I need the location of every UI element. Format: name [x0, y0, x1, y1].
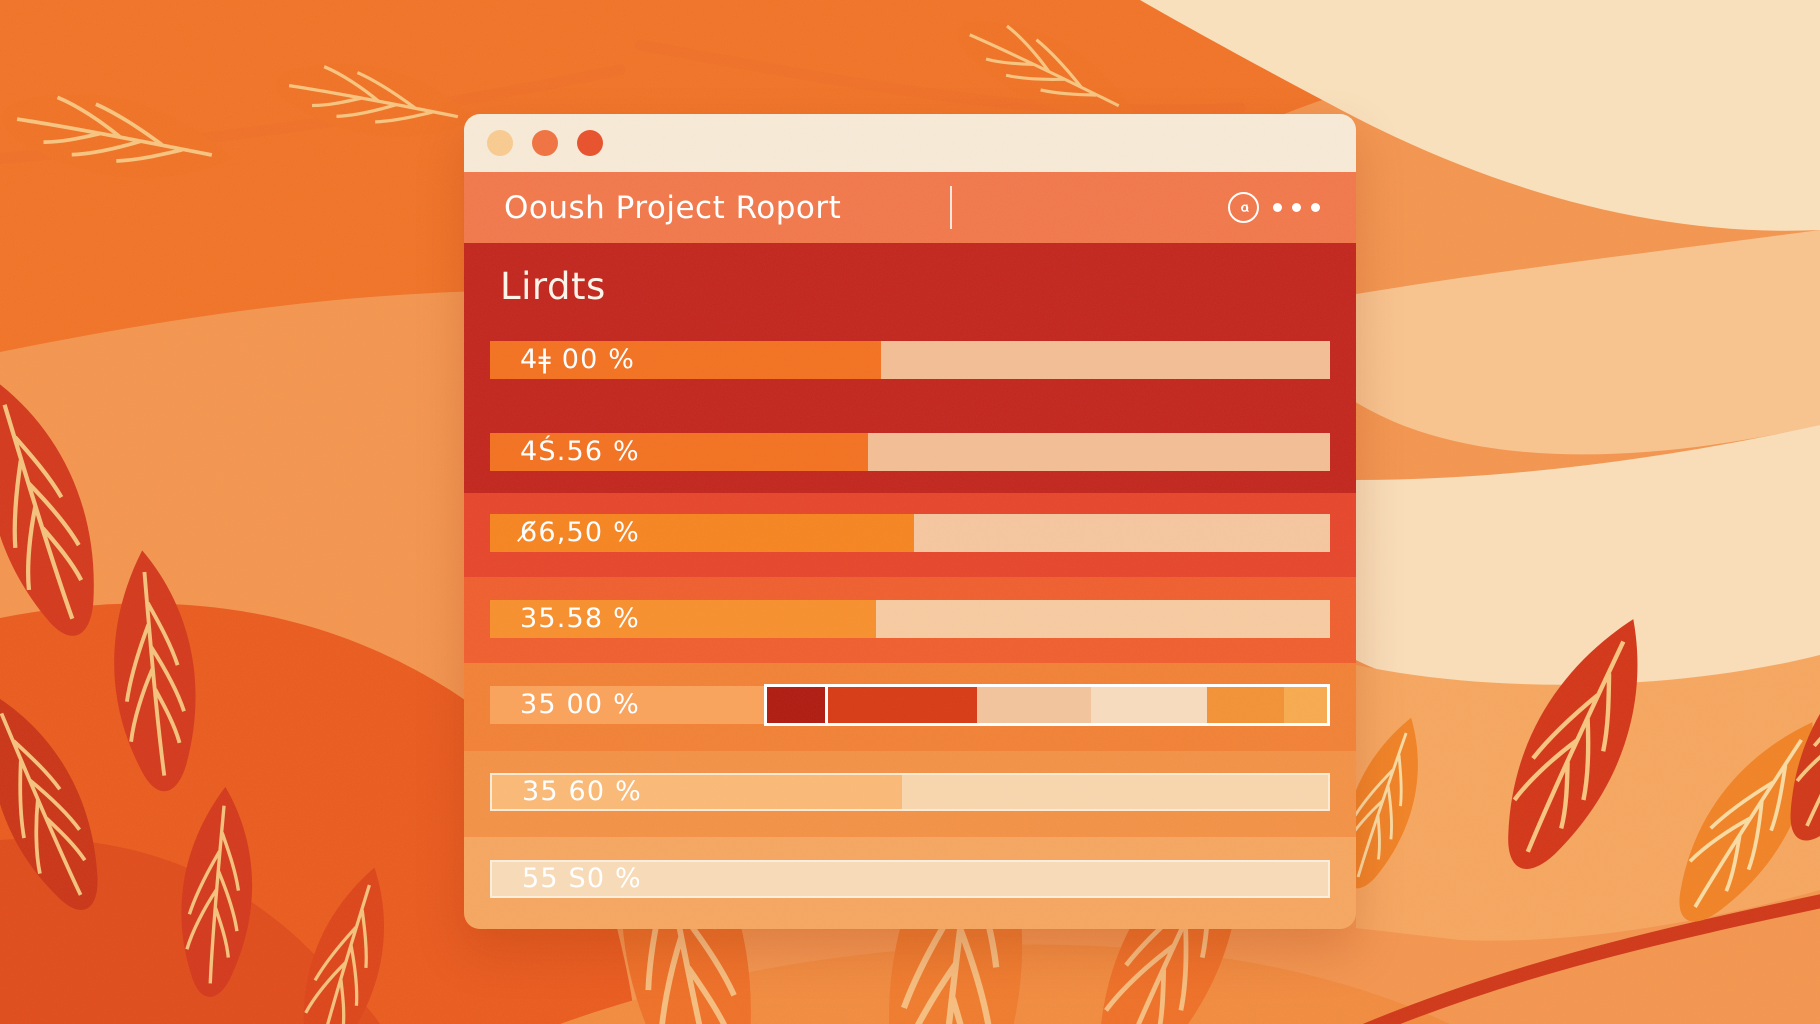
window-topbar	[464, 114, 1356, 172]
scribble-at-icon	[1240, 203, 1249, 212]
traffic-light-maximize-button[interactable]	[577, 130, 603, 156]
section-band-5: 35 60 %	[464, 751, 1356, 837]
progress-row-1[interactable]: 4ǂ 00 %	[490, 341, 1330, 379]
app-window: Ooush Project Roport Lirdts 4ǂ 00 % 4Ś.5…	[464, 114, 1356, 929]
section-band-2: 6̸6,50 %	[464, 493, 1356, 577]
progress-label: 4Ś.56 %	[520, 436, 640, 467]
section-band-6: 55 S0 %	[464, 837, 1356, 929]
section-band-3: 35.58 %	[464, 577, 1356, 663]
progress-row-7[interactable]: 55 S0 %	[490, 860, 1330, 898]
section-band-4: 35 00 %	[464, 663, 1356, 751]
page-title: Ooush Project Roport	[504, 189, 842, 226]
progress-row-5-segmented[interactable]: 35 00 %	[490, 684, 1330, 726]
progress-row-3[interactable]: 6̸6,50 %	[490, 514, 1330, 552]
segment-1	[766, 687, 829, 723]
progress-label: 55 S0 %	[522, 863, 642, 894]
scribble-badge-button[interactable]	[1228, 192, 1259, 223]
progress-label: 4ǂ 00 %	[520, 344, 636, 375]
progress-label: 35 60 %	[522, 776, 642, 807]
more-menu-button[interactable]	[1273, 203, 1320, 212]
segment-2	[828, 687, 977, 723]
progress-label: 6̸6,50 %	[520, 517, 640, 548]
segment-5	[1206, 687, 1285, 723]
progress-row-6[interactable]: 35 60 %	[490, 773, 1330, 811]
progress-label: 35 00 %	[520, 689, 640, 720]
segment-3	[976, 687, 1091, 723]
segment-4	[1090, 687, 1207, 723]
ellipsis-dot	[1292, 203, 1301, 212]
stacked-segments	[763, 684, 1330, 726]
traffic-light-close-button[interactable]	[487, 130, 513, 156]
traffic-light-minimize-button[interactable]	[532, 130, 558, 156]
progress-label: 35.58 %	[520, 603, 640, 634]
window-titlebar: Ooush Project Roport	[464, 172, 1356, 243]
progress-row-2[interactable]: 4Ś.56 %	[490, 433, 1330, 471]
section-band-1: Lirdts 4ǂ 00 % 4Ś.56 %	[464, 243, 1356, 493]
section-title: Lirdts	[500, 265, 606, 308]
ellipsis-dot	[1273, 203, 1282, 212]
ellipsis-dot	[1311, 203, 1320, 212]
segment-6	[1284, 687, 1327, 723]
titlebar-divider	[950, 186, 952, 229]
progress-row-4[interactable]: 35.58 %	[490, 600, 1330, 638]
